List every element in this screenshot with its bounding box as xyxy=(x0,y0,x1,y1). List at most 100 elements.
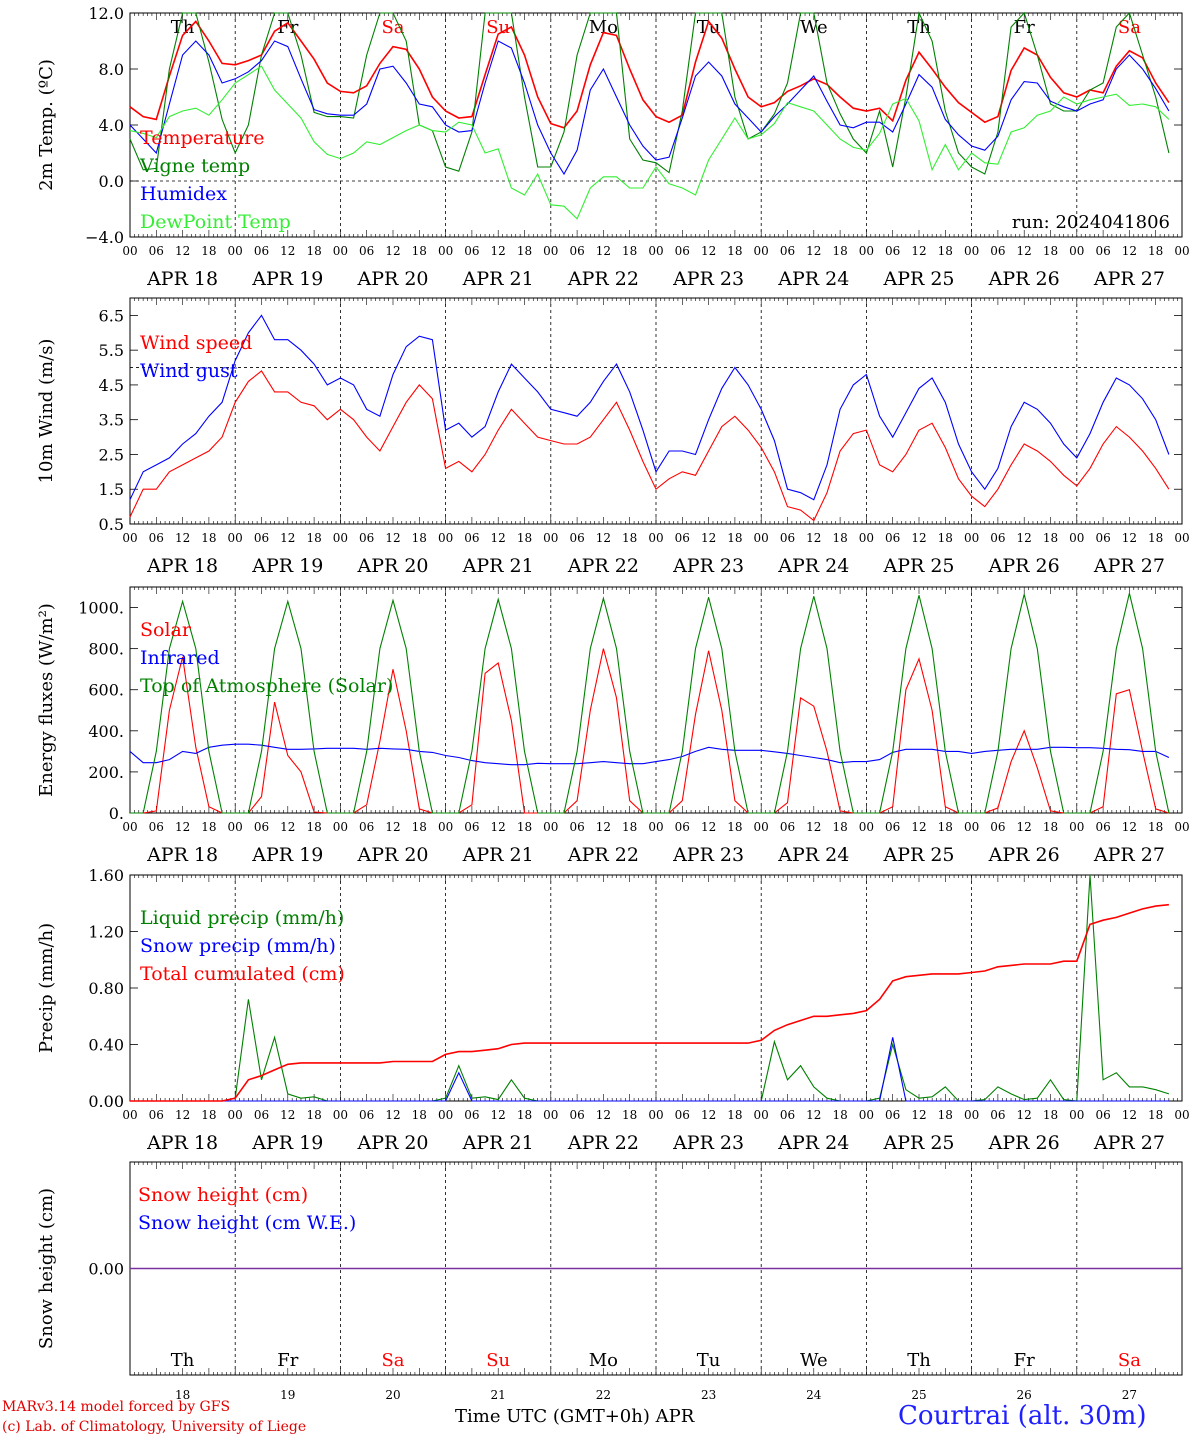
legend-entry: Temperature xyxy=(140,127,264,149)
hour-tick-label: 06 xyxy=(885,820,900,834)
date-label: APR 25 xyxy=(882,555,954,577)
hour-tick-label: 06 xyxy=(149,1108,164,1122)
weekday-label: Sa xyxy=(381,17,404,38)
hour-tick-label: 00 xyxy=(859,244,874,258)
hour-tick-label: 00 xyxy=(964,820,979,834)
date-label: APR 22 xyxy=(567,844,639,866)
hour-tick-label: 06 xyxy=(1095,1108,1110,1122)
hour-tick-label: 06 xyxy=(254,244,269,258)
date-label: APR 21 xyxy=(462,1132,534,1154)
legend-entry: Wind speed xyxy=(140,332,252,354)
date-label: APR 24 xyxy=(777,268,849,290)
hour-tick-label: 18 xyxy=(832,1108,847,1122)
y-tick-label: 4.5 xyxy=(99,376,124,395)
date-label: APR 22 xyxy=(567,1132,639,1154)
day-number-label: 27 xyxy=(1122,1388,1137,1402)
hour-tick-label: 18 xyxy=(1043,531,1058,545)
y-tick-label: 600. xyxy=(88,681,124,700)
y-axis-label: Precip (mm/h) xyxy=(36,923,57,1053)
series-line xyxy=(129,19,1170,129)
hour-tick-label: 12 xyxy=(911,531,926,545)
hour-tick-label: 12 xyxy=(911,244,926,258)
hour-tick-label: 00 xyxy=(754,1108,769,1122)
hour-tick-label: 00 xyxy=(964,1108,979,1122)
hour-tick-label: 06 xyxy=(990,820,1005,834)
hour-tick-label: 12 xyxy=(701,531,716,545)
weekday-label: Th xyxy=(171,17,195,38)
hour-tick-label: 00 xyxy=(122,1108,137,1122)
hour-tick-label: 06 xyxy=(675,1108,690,1122)
y-tick-label: 200. xyxy=(88,763,124,782)
hour-tick-label: 06 xyxy=(780,244,795,258)
date-label: APR 24 xyxy=(777,844,849,866)
y-tick-label: 400. xyxy=(88,722,124,741)
y-tick-label: 5.5 xyxy=(99,341,124,360)
hour-tick-label: 00 xyxy=(543,531,558,545)
date-label: APR 19 xyxy=(251,1132,323,1154)
hour-tick-label: 00 xyxy=(859,531,874,545)
hour-tick-label: 18 xyxy=(412,244,427,258)
hour-tick-label: 18 xyxy=(1043,820,1058,834)
legend-entry: Solar xyxy=(140,619,192,641)
date-label: APR 18 xyxy=(146,844,218,866)
date-label: APR 27 xyxy=(1093,1132,1165,1154)
hour-tick-label: 18 xyxy=(1148,531,1163,545)
hour-tick-label: 00 xyxy=(1174,244,1189,258)
weekday-label: We xyxy=(800,17,828,38)
hour-tick-label: 18 xyxy=(938,820,953,834)
date-label: APR 19 xyxy=(251,844,323,866)
day-number-label: 21 xyxy=(491,1388,506,1402)
hour-tick-label: 00 xyxy=(1174,531,1189,545)
day-number-label: 20 xyxy=(385,1388,400,1402)
hour-tick-label: 06 xyxy=(780,820,795,834)
date-label: APR 20 xyxy=(356,844,428,866)
series-line xyxy=(130,593,1170,814)
date-label: APR 26 xyxy=(988,268,1060,290)
hour-tick-label: 18 xyxy=(306,1108,321,1122)
y-tick-label: 2.5 xyxy=(99,445,124,464)
hour-tick-label: 12 xyxy=(596,1108,611,1122)
hour-tick-label: 12 xyxy=(1122,1108,1137,1122)
hour-tick-label: 12 xyxy=(175,820,190,834)
date-label: APR 23 xyxy=(672,268,744,290)
hour-tick-label: 00 xyxy=(859,1108,874,1122)
y-tick-label: 1.60 xyxy=(88,866,124,885)
y-tick-label: 0.00 xyxy=(88,1092,124,1111)
hour-tick-label: 06 xyxy=(359,531,374,545)
day-number-label: 22 xyxy=(596,1388,611,1402)
hour-tick-label: 12 xyxy=(701,820,716,834)
date-label: APR 21 xyxy=(462,555,534,577)
hour-tick-label: 12 xyxy=(1122,244,1137,258)
y-axis-label: 2m Temp. (ºC) xyxy=(36,59,57,191)
station-title: Courtrai (alt. 30m) xyxy=(898,1401,1147,1431)
y-tick-label: 800. xyxy=(88,640,124,659)
date-label: APR 24 xyxy=(777,1132,849,1154)
hour-tick-label: 06 xyxy=(780,531,795,545)
hour-tick-label: 18 xyxy=(517,531,532,545)
weekday-label: Sa xyxy=(381,1350,404,1371)
hour-tick-label: 00 xyxy=(648,820,663,834)
hour-tick-label: 00 xyxy=(333,1108,348,1122)
hour-tick-label: 06 xyxy=(675,244,690,258)
weekday-label: Mo xyxy=(589,1350,618,1371)
hour-tick-label: 00 xyxy=(228,531,243,545)
legend-entry: Infrared xyxy=(140,647,220,669)
hour-tick-label: 06 xyxy=(1095,244,1110,258)
hour-tick-label: 00 xyxy=(754,244,769,258)
credit-model: MARv3.14 model forced by GFS xyxy=(2,1399,231,1415)
run-label: run: 2024041806 xyxy=(1012,212,1170,233)
hour-tick-label: 18 xyxy=(622,820,637,834)
hour-tick-label: 18 xyxy=(306,244,321,258)
hour-tick-label: 12 xyxy=(280,531,295,545)
credit-lab: (c) Lab. of Climatology, University of L… xyxy=(2,1419,307,1435)
hour-tick-label: 06 xyxy=(569,820,584,834)
hour-tick-label: 12 xyxy=(280,244,295,258)
y-tick-label: 0.5 xyxy=(99,515,124,534)
y-tick-label: 6.5 xyxy=(99,306,124,325)
hour-tick-label: 12 xyxy=(1122,820,1137,834)
x-axis-title: Time UTC (GMT+0h) APR xyxy=(455,1406,695,1427)
hour-tick-label: 18 xyxy=(1148,820,1163,834)
hour-tick-label: 00 xyxy=(333,820,348,834)
hour-tick-label: 12 xyxy=(175,531,190,545)
hour-tick-label: 00 xyxy=(1069,820,1084,834)
